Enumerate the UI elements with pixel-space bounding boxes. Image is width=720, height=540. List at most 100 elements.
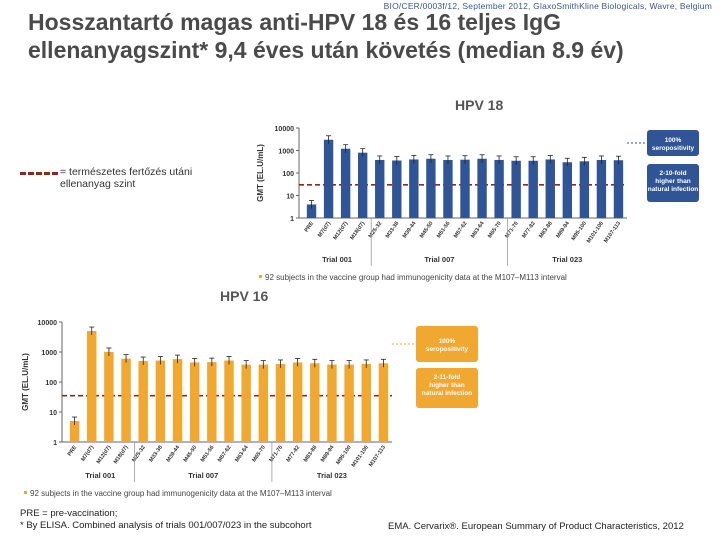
hpv18-trial-label: Trial 001 xyxy=(322,255,352,264)
hpv18-ytick-label: 1 xyxy=(290,216,294,223)
hpv18-bar xyxy=(426,158,436,218)
hpv16-bar xyxy=(241,364,251,442)
hpv16-bar xyxy=(207,362,217,442)
hpv18-bar xyxy=(375,159,385,218)
hpv16-callout-fold xyxy=(416,368,478,408)
hpv16-trial-label: Trial 007 xyxy=(188,471,218,480)
hpv16-category-label: M12(d7) xyxy=(96,445,113,466)
hpv18-callout-fold xyxy=(647,164,699,202)
hpv16-callout-seropositivity-text: 100% seropositivity xyxy=(426,338,469,353)
page-title: Hosszantartó magas anti-HPV 18 és 16 tel… xyxy=(28,9,624,63)
hpv18-category-label: M12(d7) xyxy=(332,221,349,242)
hpv18-ylabel: GMT (EL.U/mL) xyxy=(256,144,265,202)
hpv18-category-label: M25-32 xyxy=(368,221,384,240)
hpv18-callout-fold-text: 2-10-fold higher than natural infection xyxy=(648,170,699,193)
hpv16-trial-label: Trial 001 xyxy=(85,471,115,480)
hpv18-trial-label: Trial 023 xyxy=(552,255,582,264)
hpv18-bar xyxy=(528,160,538,218)
hpv18-bar xyxy=(511,160,521,218)
hpv16-bar xyxy=(327,364,337,442)
hpv18-category-label: M33-38 xyxy=(385,221,401,240)
hpv18-category-label: M83-88 xyxy=(538,221,554,240)
hpv16-title: HPV 16 xyxy=(220,288,268,304)
hpv18-category-label: M65-70 xyxy=(487,221,503,240)
hpv16-chart: HPV 16 GMT (EL.U/mL) 10000 1000 100 10 1 PRE M7(… xyxy=(21,288,478,498)
hpv18-chart: HPV 18 GMT (EL.U/mL) 10000 1000 100 10 1 PRE M7(… xyxy=(256,98,699,282)
hpv16-bar xyxy=(275,363,286,442)
hpv16-bar xyxy=(224,360,234,442)
hpv18-category-label: M18(d7) xyxy=(349,221,366,242)
hpv18-ytick-label: 10 xyxy=(286,194,294,201)
hpv18-category-label: PRE xyxy=(304,220,316,233)
hpv16-ylabel: GMT (EL.U/mL) xyxy=(21,353,30,411)
hpv18-category-label: M107-113 xyxy=(603,221,622,244)
hpv18-title: HPV 18 xyxy=(455,98,503,113)
hpv16-category-label: M25-32 xyxy=(131,445,147,464)
hpv16-category-label: M7(d7) xyxy=(80,445,95,463)
hpv16-ytick-label: 10 xyxy=(49,410,57,417)
hpv16-bar xyxy=(138,361,148,442)
hpv18-bar xyxy=(443,159,453,218)
hpv18-category-label: M39-44 xyxy=(402,220,418,239)
hpv16-bar xyxy=(172,359,183,442)
hpv16-category-label: M71-76 xyxy=(268,445,284,464)
hpv16-note-text: 92 subjects in the vaccine group had imm… xyxy=(30,489,332,498)
hpv18-bar xyxy=(409,159,419,218)
hpv18-category-label: M77-82 xyxy=(521,221,537,240)
hpv16-callout-seropositivity xyxy=(416,326,478,362)
hpv18-bar xyxy=(392,160,402,218)
hpv16-bar xyxy=(189,362,200,442)
hpv18-bar xyxy=(340,148,351,218)
hpv18-ytick-label: 100 xyxy=(282,171,294,178)
hpv18-category-label: M71-76 xyxy=(504,221,520,240)
hpv16-trial-label: Trial 023 xyxy=(317,471,347,480)
hpv18-bar xyxy=(323,139,334,218)
hpv16-category-label: PRE xyxy=(67,444,79,457)
hpv18-bar xyxy=(477,158,487,218)
hpv16-bar xyxy=(87,331,97,442)
hpv18-bar xyxy=(613,160,624,218)
hpv18-category-label: M57-62 xyxy=(453,221,469,240)
hpv18-bar xyxy=(357,152,368,218)
hpv18-ytick-label: 10000 xyxy=(275,126,295,133)
hpv16-category-label: M18(d7) xyxy=(113,445,130,466)
hpv16-bar xyxy=(104,352,114,442)
footer-notes: PRE = pre-vaccination; * By ELISA. Combi… xyxy=(20,508,312,532)
hpv16-ytick-label: 10000 xyxy=(38,320,58,327)
hpv16-category-label: M45-50 xyxy=(183,445,199,464)
footer-line2: * By ELISA. Combined analysis of trials … xyxy=(20,520,312,531)
hpv16-category-label: M65-70 xyxy=(251,445,267,464)
hpv18-bar xyxy=(596,159,607,218)
hpv18-bar xyxy=(562,162,573,218)
hpv16-bar xyxy=(292,362,303,442)
hpv16-bar xyxy=(155,360,166,442)
hpv18-category-label: M51-56 xyxy=(436,221,452,240)
hpv16-bar xyxy=(258,364,269,442)
legend-text-line1: = természetes fertőzés utáni xyxy=(60,166,193,178)
hpv16-bar xyxy=(69,421,80,442)
hpv18-ytick-label: 1000 xyxy=(278,149,294,156)
hpv18-category-label: M89-94 xyxy=(555,220,571,239)
source-header: BIO/CER/0003f/12, September 2012, GlaxoS… xyxy=(383,1,712,11)
legend-text-line2: ellenanyag szint xyxy=(60,178,136,190)
hpv16-bar xyxy=(378,363,389,442)
hpv18-callout-seropositivity xyxy=(647,130,699,156)
hpv16-category-label: M77-82 xyxy=(286,445,302,464)
hpv16-ytick-label: 1000 xyxy=(41,350,57,357)
hpv18-bar xyxy=(460,159,470,218)
hpv16-bar xyxy=(310,363,320,442)
hpv18-category-label: M7(d7) xyxy=(317,221,332,239)
hpv16-callout-fold-text: 2-11-fold higher than natural infection xyxy=(422,374,473,397)
hpv18-bar xyxy=(579,161,590,218)
hpv16-category-label: M33-38 xyxy=(148,445,164,464)
hpv16-category-label: M89-94 xyxy=(320,444,336,463)
hpv16-bar xyxy=(121,358,131,442)
hpv18-note-text: 92 subjects in the vaccine group had imm… xyxy=(265,273,567,282)
hpv18-bar xyxy=(545,159,555,218)
hpv18-callout-seropositivity-text: 100% seropositivity xyxy=(652,137,695,152)
hpv18-category-label: M45-50 xyxy=(419,221,435,240)
hpv16-bar xyxy=(344,364,354,442)
hpv16-category-label: M57-62 xyxy=(217,445,233,464)
hpv18-bar xyxy=(306,204,317,218)
hpv18-note-bullet xyxy=(259,275,262,278)
